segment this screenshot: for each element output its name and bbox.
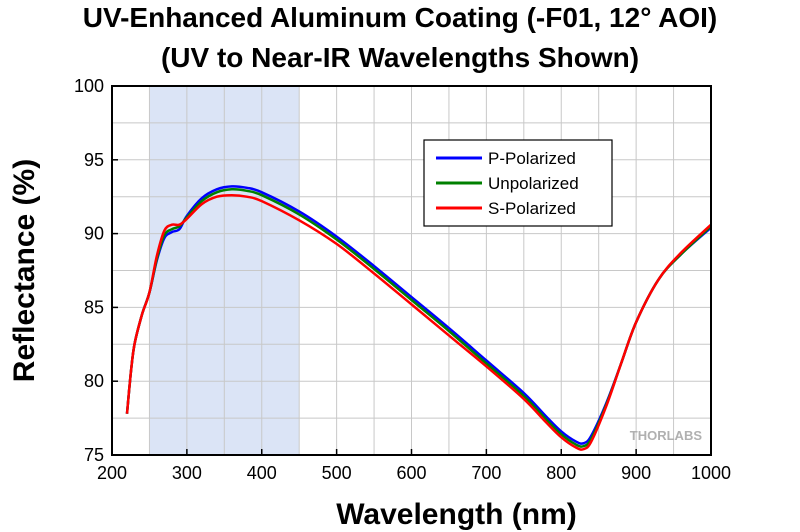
y-axis-label: Reflectance (%) [8, 159, 41, 382]
y-tick-label: 80 [84, 371, 104, 391]
x-tick-label: 700 [471, 463, 501, 483]
series-lines [125, 185, 712, 451]
x-tick-label: 600 [396, 463, 426, 483]
chart-title: UV-Enhanced Aluminum Coating (-F01, 12° … [82, 2, 718, 33]
y-tick-label: 75 [84, 445, 104, 465]
watermark-logo: THORLABS [630, 428, 703, 443]
y-tick-label: 100 [74, 76, 104, 96]
x-tick-label: 400 [247, 463, 277, 483]
series-line-s-polarized [125, 193, 712, 451]
x-tick-label: 500 [322, 463, 352, 483]
x-tick-label: 1000 [691, 463, 731, 483]
legend-label: P-Polarized [488, 149, 576, 168]
chart-subtitle: (UV to Near-IR Wavelengths Shown) [160, 42, 640, 73]
x-axis-label: Wavelength (nm) [336, 498, 577, 531]
legend-label: S-Polarized [488, 199, 576, 218]
y-tick-label: 85 [84, 297, 104, 317]
y-tick-label: 90 [84, 224, 104, 244]
axis-ticks: 200 300 400 500 600 700 800 900 1000 75 80 85 90 95 10… [74, 76, 731, 483]
x-tick-label: 900 [621, 463, 651, 483]
x-tick-label: 300 [172, 463, 202, 483]
x-tick-label: 200 [97, 463, 127, 483]
y-tick-label: 95 [84, 150, 104, 170]
legend-label: Unpolarized [488, 174, 579, 193]
x-tick-label: 800 [546, 463, 576, 483]
legend: P-Polarized Unpolarized S-Polarized [423, 139, 613, 227]
